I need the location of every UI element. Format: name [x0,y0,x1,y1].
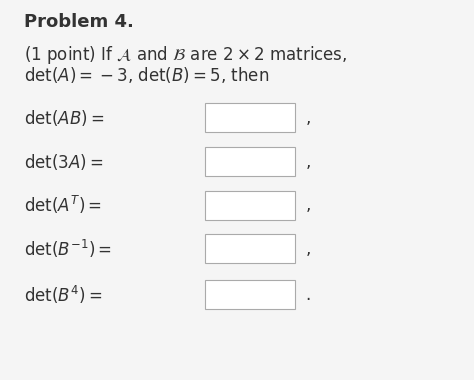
Text: ,: , [306,152,311,171]
Text: $\det(3A) =$: $\det(3A) =$ [24,152,103,171]
Text: Problem 4.: Problem 4. [24,13,134,31]
Text: ,: , [306,109,311,127]
Text: ,: , [306,240,311,258]
Text: $\det(A) = -3$, $\det(B) = 5$, then: $\det(A) = -3$, $\det(B) = 5$, then [24,65,269,85]
Text: $\det(B^{-1}) =$: $\det(B^{-1}) =$ [24,238,112,260]
FancyBboxPatch shape [205,191,295,220]
Text: $\det(AB) =$: $\det(AB) =$ [24,108,104,128]
FancyBboxPatch shape [205,147,295,176]
FancyBboxPatch shape [205,280,295,309]
FancyBboxPatch shape [205,234,295,263]
Text: .: . [306,285,311,304]
Text: (1 point) If $\mathcal{A}$ and $\mathcal{B}$ are $2 \times 2$ matrices,: (1 point) If $\mathcal{A}$ and $\mathcal… [24,44,347,66]
Text: ,: , [306,196,311,214]
FancyBboxPatch shape [205,103,295,132]
Text: $\det(B^4) =$: $\det(B^4) =$ [24,283,102,306]
Text: $\det(A^T) =$: $\det(A^T) =$ [24,194,101,216]
